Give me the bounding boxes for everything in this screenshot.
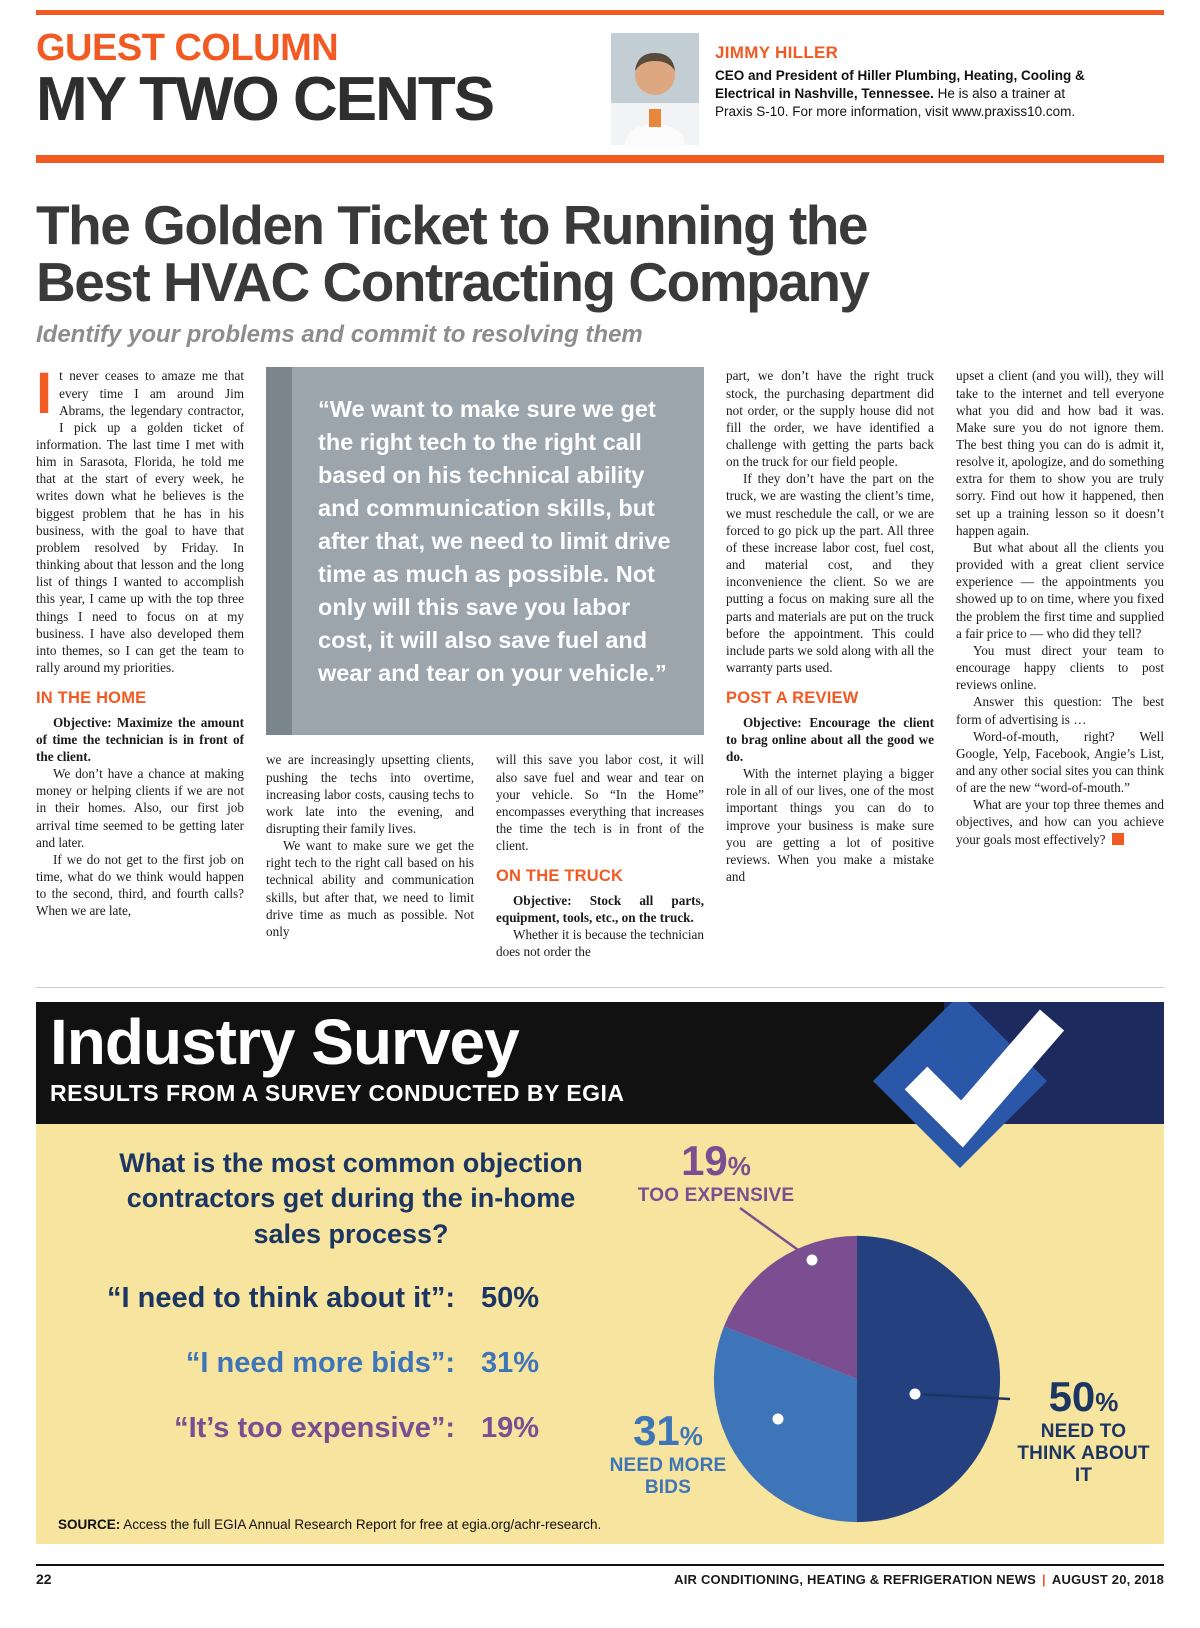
check-icon [904, 1009, 1065, 1148]
body-paragraph: Objective: Encourage the client to brag … [726, 714, 934, 764]
pull-quote: “We want to make sure we get the right t… [266, 367, 704, 736]
author-bio-bold: CEO and President of Hiller Plumbing, He… [715, 68, 1085, 101]
section-heading: ON THE TRUCK [496, 867, 624, 886]
publication-name: AIR CONDITIONING, HEATING & REFRIGERATIO… [674, 1572, 1037, 1588]
survey-panel: What is the most common objection contra… [36, 1124, 1164, 1545]
answer-value: 50% [481, 1282, 540, 1315]
survey-question: What is the most common objection contra… [119, 1148, 583, 1249]
body-paragraph: But what about all the clients you provi… [956, 539, 1164, 641]
author-block: JIMMY HILLER CEO and President of Hiller… [611, 33, 1095, 149]
survey-answer-row: “I need more bids”: 31% [36, 1347, 576, 1380]
callout-number: 19 [681, 1137, 728, 1185]
callout-label: NEED TO THINK ABOUT IT [1017, 1421, 1150, 1487]
section-divider [36, 987, 1164, 989]
headline-line-1: The Golden Ticket to Running the [36, 194, 868, 256]
author-bio: CEO and President of Hiller Plumbing, He… [715, 67, 1095, 120]
callout-too-expensive: 19% TOO EXPENSIVE [631, 1140, 801, 1207]
end-mark-icon [1111, 832, 1124, 845]
top-divider [36, 10, 1164, 15]
author-photo-placeholder [611, 33, 699, 145]
survey-answers: “I need to think about it”: 50% “I need mo… [36, 1282, 576, 1477]
body-paragraph: What are your top three themes and objec… [956, 797, 1164, 847]
body-paragraph: we are increasingly upsetting clients, p… [266, 752, 474, 836]
author-bio-text: He is also a trainer at Praxis S-10. For… [715, 85, 1076, 119]
body-paragraph: With the internet playing a bigger role … [726, 766, 934, 885]
source-text: Access the full EGIA Annual Research Rep… [123, 1517, 602, 1533]
body-paragraph: part, we don’t have the right truck stoc… [726, 368, 934, 470]
callout-percent-sign: % [1095, 1387, 1119, 1418]
page-footer: 22 AIR CONDITIONING, HEATING & REFRIGERA… [36, 1564, 1164, 1587]
article-headline: The Golden Ticket to Running the Best HVA… [36, 194, 1164, 314]
source-label: SOURCE: [58, 1517, 121, 1533]
survey-answer-row: “It’s too expensive”: 19% [36, 1412, 576, 1445]
author-name: JIMMY HILLER [715, 43, 839, 62]
column-kicker: GUEST COLUMN [36, 27, 339, 69]
article-column: part, we don’t have the right truck stoc… [726, 367, 934, 967]
industry-survey-section: Industry Survey RESULTS FROM A SURVEY CO… [36, 1002, 1164, 1545]
callout-think-about-it: 50% NEED TO THINK ABOUT IT [1011, 1376, 1156, 1487]
body-paragraph: If they don’t have the part on the truck… [726, 471, 934, 676]
body-paragraph: We don’t have a chance at making money o… [36, 766, 244, 850]
answer-label: “I need more bids”: [185, 1347, 455, 1380]
section-heading: IN THE HOME [36, 689, 147, 708]
checkmark-graphic [873, 1002, 1164, 1169]
article-deck: Identify your problems and commit to res… [36, 321, 643, 349]
survey-title: Industry Survey [50, 1006, 520, 1079]
drop-cap: I [36, 361, 53, 427]
body-paragraph: Objective: Maximize the amount of time t… [36, 714, 244, 764]
page-number: 22 [36, 1571, 52, 1588]
body-paragraph: Answer this question: The best form of a… [956, 694, 1164, 727]
callout-more-bids: 31% NEED MORE BIDS [608, 1410, 728, 1499]
survey-pie-chart [713, 1236, 1001, 1523]
article-column: will this save you labor cost, it will a… [496, 751, 704, 960]
masthead: GUEST COLUMN MY TWO CENTS JIMMY HILLER [36, 29, 1164, 149]
masthead-divider [36, 155, 1164, 163]
body-paragraph: Whether it is because the technician doe… [496, 927, 704, 960]
pie-slice-too-expensive [723, 1236, 857, 1380]
footer-divider [36, 1564, 1164, 1567]
pull-quote-bar [266, 367, 292, 736]
footer-separator: | [1042, 1572, 1046, 1588]
author-photo [611, 33, 699, 145]
callout-percent-sign: % [679, 1421, 703, 1452]
pie-slice-need-to-think-about-it [857, 1236, 1001, 1523]
callout-percent-sign: % [727, 1151, 751, 1182]
body-paragraph: If we do not get to the first job on tim… [36, 851, 244, 919]
footer-publication-line: AIR CONDITIONING, HEATING & REFRIGERATIO… [674, 1572, 1164, 1587]
callout-label: NEED MORE BIDS [609, 1455, 727, 1499]
article-column: upset a client (and you will), they will… [956, 367, 1164, 967]
body-paragraph: upset a client (and you will), they will… [956, 368, 1164, 538]
survey-source: SOURCE: Access the full EGIA Annual Rese… [58, 1517, 601, 1532]
answer-value: 19% [481, 1412, 540, 1445]
body-paragraph: will this save you labor cost, it will a… [496, 752, 704, 854]
pie-chart-wrap [712, 1234, 1002, 1529]
body-paragraph: Word-of-mouth, right? Well Google, Yelp,… [956, 728, 1164, 796]
answer-label: “It’s too expensive”: [174, 1412, 455, 1445]
column-title: MY TWO CENTS [36, 65, 495, 134]
pull-quote-text: “We want to make sure we get the right t… [318, 396, 671, 686]
answer-label: “I need to think about it”: [107, 1282, 455, 1315]
article-column: we are increasingly upsetting clients, p… [266, 751, 474, 960]
issue-date: AUGUST 20, 2018 [1051, 1572, 1164, 1588]
callout-number: 31 [633, 1407, 680, 1455]
survey-answer-row: “I need to think about it”: 50% [36, 1282, 576, 1315]
callout-label: TOO EXPENSIVE [637, 1185, 795, 1207]
survey-subtitle: RESULTS FROM A SURVEY CONDUCTED BY EGIA [50, 1080, 625, 1107]
body-paragraph: Objective: Stock all parts, equipment, t… [496, 892, 704, 925]
body-paragraph: You must direct your team to encourage h… [956, 642, 1164, 693]
headline-line-2: Best HVAC Contracting Company [36, 251, 870, 314]
answer-value: 31% [481, 1347, 540, 1380]
callout-number: 50 [1048, 1373, 1096, 1421]
body-paragraph: We want to make sure we get the right te… [266, 838, 474, 939]
section-heading: POST A REVIEW [726, 689, 859, 708]
pie-slice-need-more-bids [713, 1326, 857, 1523]
checkbox-square [873, 1002, 1047, 1169]
